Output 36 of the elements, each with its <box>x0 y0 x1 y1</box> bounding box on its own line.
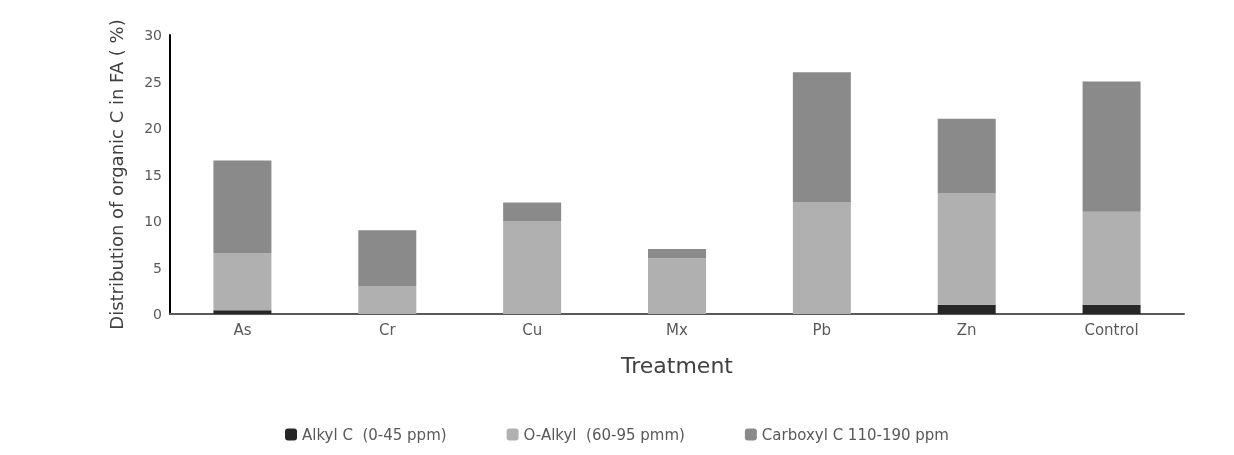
y-tick-label: 25 <box>144 73 162 90</box>
y-tick-label: 10 <box>144 213 162 229</box>
bar <box>1082 304 1141 314</box>
y-axis-title: Distribution of organic C in FA ( %) <box>105 19 127 330</box>
x-tick-label: Control <box>1084 320 1139 339</box>
x-tick-label: Pb <box>812 320 832 339</box>
bar <box>503 221 562 314</box>
x-tick-label: Mx <box>666 320 689 339</box>
legend-label: Alkyl C (0-45 ppm) <box>302 425 447 444</box>
y-tick-label: 15 <box>144 166 162 183</box>
y-tick-label: 30 <box>144 27 162 43</box>
legend-label: Carboxyl C 110-190 ppm <box>761 425 949 444</box>
bar <box>937 193 996 305</box>
x-axis-title: Treatment <box>620 352 734 378</box>
y-tick-label: 20 <box>144 120 162 136</box>
y-tick-label: 5 <box>153 259 162 276</box>
bar <box>1082 211 1141 305</box>
y-tick-label: 0 <box>153 306 162 322</box>
x-tick-label: Zn <box>956 320 977 339</box>
bar <box>937 304 996 314</box>
bar <box>648 258 706 314</box>
bar <box>1082 81 1141 212</box>
x-tick-label: Cr <box>378 320 397 339</box>
bar <box>503 202 562 221</box>
legend-label: O-Alkyl (60-95 pmm) <box>523 425 685 444</box>
bar <box>213 160 272 254</box>
bar <box>358 230 417 287</box>
bar <box>648 248 706 259</box>
bar <box>792 72 851 203</box>
bar <box>358 286 417 314</box>
bar <box>213 253 272 311</box>
bar <box>792 202 851 314</box>
x-tick-label: As <box>233 320 252 339</box>
bar <box>937 118 996 194</box>
bar <box>213 310 272 314</box>
x-tick-label: Cu <box>522 320 543 339</box>
